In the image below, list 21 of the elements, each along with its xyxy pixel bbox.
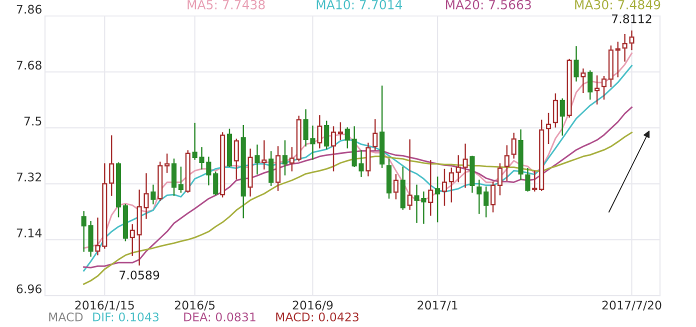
x-tick-label: 2017/1 <box>418 300 458 311</box>
x-tick-label: 2017/7/20 <box>602 300 662 311</box>
y-tick-label: 6.96 <box>16 284 42 294</box>
annotation: 7.0589 <box>120 270 160 280</box>
annotation: 7.8112 <box>612 14 652 24</box>
y-tick-label: 7.86 <box>16 4 42 14</box>
y-tick-label: 7.32 <box>16 172 42 182</box>
text: MA30: 7.4849 <box>575 0 660 10</box>
y-tick-label: 7.5 <box>24 116 42 126</box>
y-tick-label: 7.68 <box>16 60 42 70</box>
text: MACD: 0.0423 <box>276 312 358 322</box>
text: DEA: 0.0831 <box>184 312 256 322</box>
text: MA20: 7.5663 <box>446 0 531 10</box>
x-tick-label: 2016/9 <box>292 300 333 311</box>
text: MA10: 7.7014 <box>316 0 402 10</box>
text: DIF: 0.1043 <box>93 312 159 322</box>
x-tick-label: 2016/1/15 <box>75 300 134 311</box>
y-tick-label: 7.14 <box>16 228 42 238</box>
text: MACD <box>49 312 83 322</box>
x-tick-label: 2016/5 <box>174 300 215 311</box>
text: MA5: 7.7438 <box>188 0 265 10</box>
